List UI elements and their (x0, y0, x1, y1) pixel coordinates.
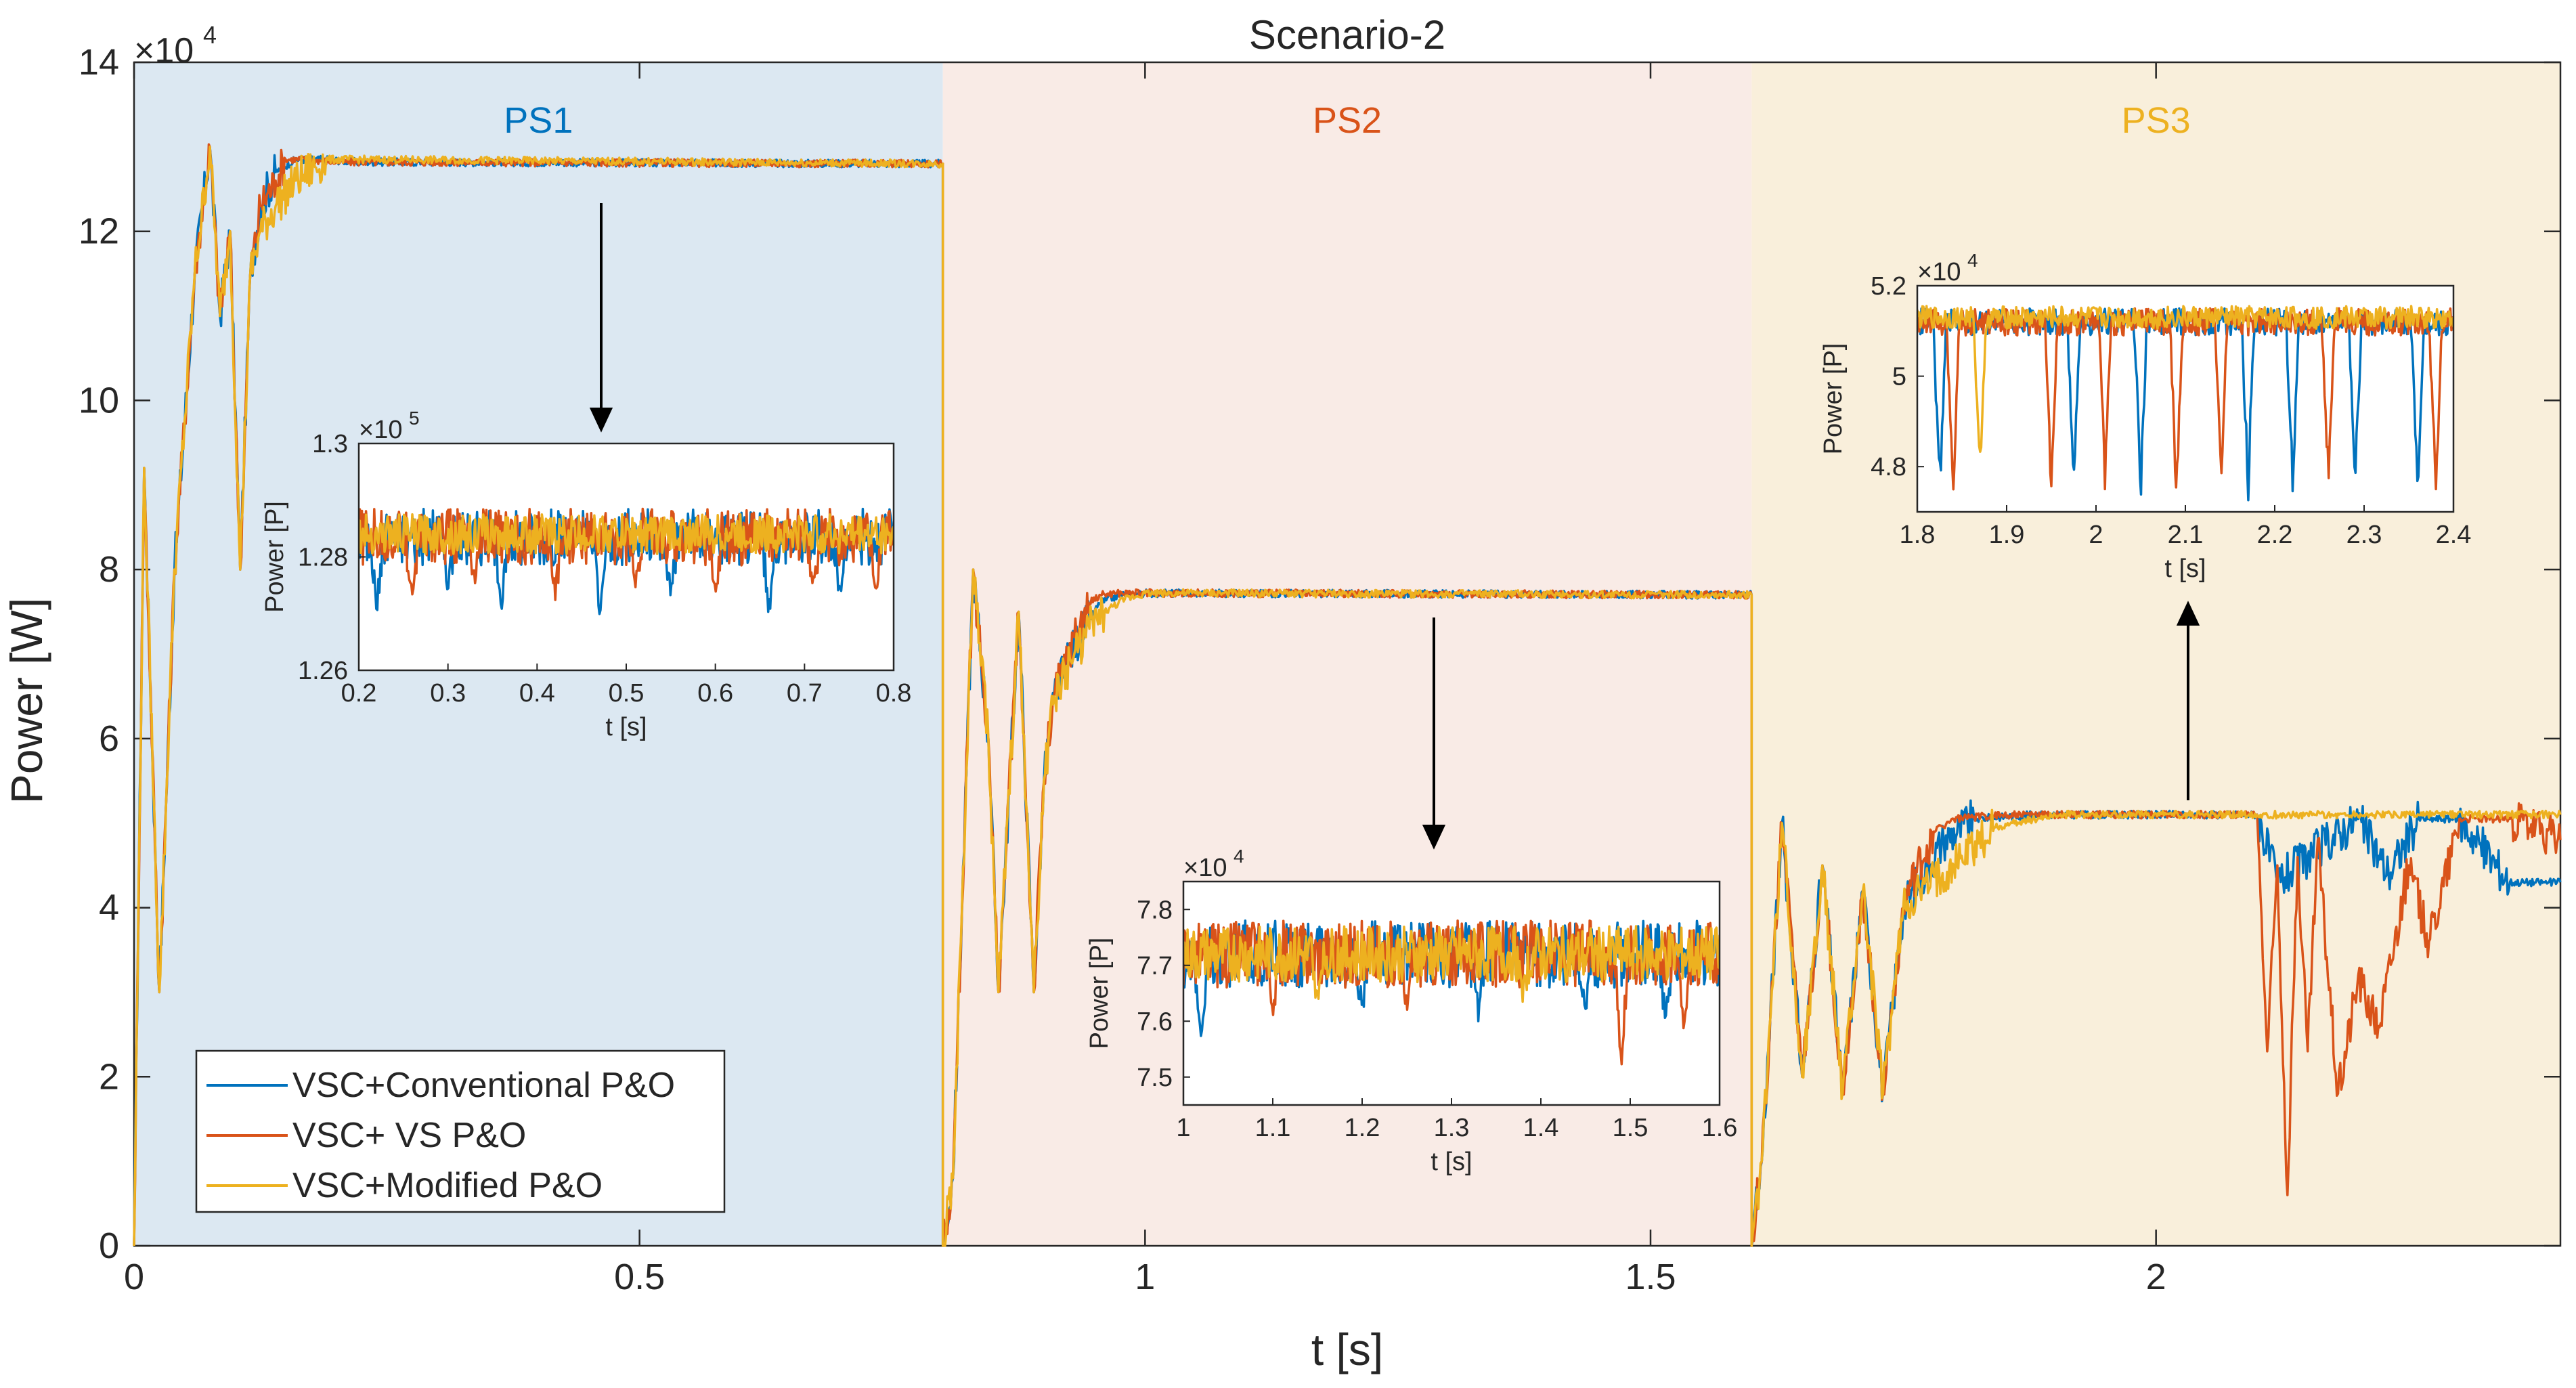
inset-series-line-modified (1917, 305, 2453, 453)
inset-ps3: 1.8 1.9 2 2.1 2.2 2.3 2.4 4.8 5 5.2 t [s] Power [P]… (1819, 250, 2471, 583)
inset-x-tick-label: 0.8 (876, 679, 912, 708)
main-x-axis-label: t [s] (1311, 1324, 1383, 1374)
legend-label-modified: VSC+Modified P&O (292, 1166, 603, 1205)
annotation-arrows (589, 203, 2200, 850)
legend: VSC+Conventional P&O VSC+ VS P&O VSC+Mod… (195, 1049, 726, 1213)
inset-x-tick-label: 1.8 (1900, 521, 1936, 549)
inset-y-axis-label: Power [P] (1085, 938, 1114, 1049)
inset-y-tick-label: 5 (1892, 363, 1906, 391)
inset-x-tick-label: 0.5 (609, 679, 645, 708)
inset-x-tick-label: 0.3 (430, 679, 466, 708)
inset-y-exponent-base: ×10 (1183, 854, 1227, 882)
main-region-labels: PS1 PS2 PS3 (504, 100, 2190, 141)
inset-x-tick-label: 2.2 (2257, 521, 2293, 549)
main-x-tick-label: 0.5 (614, 1257, 665, 1297)
inset-y-tick-label: 1.26 (298, 657, 348, 685)
main-y-exponent: ×10 4 (134, 21, 217, 70)
inset-x-tick-label: 0.7 (787, 679, 823, 708)
inset-series-lines (1917, 305, 2453, 502)
inset-y-axis-label: Power [P] (261, 501, 289, 613)
region-label-ps3: PS3 (2122, 100, 2191, 141)
main-region-backgrounds (134, 62, 2560, 1246)
main-y-exponent-base: ×10 (134, 31, 194, 70)
main-series-lines (133, 143, 2562, 1247)
main-x-tick-label: 1.5 (1625, 1257, 1676, 1297)
main-y-tick-label: 2 (99, 1056, 119, 1097)
main-y-axis-label: Power [W] (1, 598, 51, 804)
chart-title: Scenario-2 (1249, 12, 1445, 58)
main-y-tick-label: 6 (99, 718, 119, 759)
legend-label-vs: VSC+ VS P&O (292, 1116, 526, 1155)
inset-plot-area (1183, 882, 1720, 1105)
main-y-tick-label: 8 (99, 549, 119, 590)
inset-series-line-modified (1183, 925, 1720, 1003)
main-y-tick-label: 14 (79, 42, 119, 83)
inset-y-tick-label: 1.3 (312, 430, 348, 458)
main-y-exponent-power: 4 (203, 21, 217, 49)
main-x-tick-label: 1 (1135, 1257, 1155, 1297)
inset-y-exponent-power: 5 (409, 408, 420, 429)
inset-ps1: 0.2 0.3 0.4 0.5 0.6 0.7 0.8 1.26 1.28 1.3 t [s] Pow… (261, 408, 911, 741)
arrow-ps2-head (1422, 825, 1446, 850)
inset-x-tick-label: 2.3 (2346, 521, 2382, 549)
inset-x-tick-label: 1.6 (1702, 1114, 1738, 1142)
inset-x-tick-label: 1.3 (1434, 1114, 1470, 1142)
inset-series-lines (359, 507, 894, 615)
inset-y-tick-label: 4.8 (1871, 453, 1906, 481)
main-x-tick-label: 2 (2146, 1257, 2166, 1297)
region-label-ps2: PS2 (1313, 100, 1382, 141)
inset-series-lines (1183, 919, 1720, 1066)
inset-x-tick-label: 1.9 (1989, 521, 2025, 549)
inset-x-axis-label: t [s] (605, 713, 647, 741)
inset-y-tick-label: 7.7 (1137, 952, 1173, 980)
main-y-tick-label: 10 (79, 380, 119, 420)
inset-x-tick-label: 1.2 (1345, 1114, 1380, 1142)
inset-y-axis-label: Power [P] (1819, 343, 1848, 455)
inset-y-exponent-base: ×10 (1917, 258, 1961, 286)
inset-x-tick-label: 2 (2089, 521, 2103, 549)
inset-x-tick-label: 1.5 (1613, 1114, 1649, 1142)
inset-x-tick-label: 1.1 (1255, 1114, 1291, 1142)
inset-y-exponent-power: 4 (1967, 250, 1978, 271)
inset-ps2: 1 1.1 1.2 1.3 1.4 1.5 1.6 7.5 7.6 7.7 7.8 t [s] Powe… (1085, 846, 1737, 1176)
main-y-tick-label: 12 (79, 211, 119, 252)
inset-x-tick-label: 1.4 (1523, 1114, 1559, 1142)
inset-y-exponent-power: 4 (1234, 846, 1244, 867)
inset-series-line-vs (1917, 307, 2453, 491)
inset-x-tick-label: 0.2 (341, 679, 377, 708)
inset-x-tick-label: 0.6 (697, 679, 733, 708)
inset-series-line-modified (359, 513, 894, 555)
inset-x-axis-label: t [s] (2164, 555, 2206, 583)
main-x-tick-label: 0 (124, 1257, 144, 1297)
inset-x-tick-label: 0.4 (519, 679, 555, 708)
main-series-line-modified (133, 146, 2562, 1247)
inset-y-tick-label: 7.8 (1137, 896, 1173, 924)
inset-y-tick-label: 7.5 (1137, 1064, 1173, 1092)
arrow-ps1-head (589, 408, 613, 433)
main-y-tick-label: 0 (99, 1226, 119, 1266)
inset-y-tick-label: 1.28 (298, 544, 348, 572)
legend-label-conventional: VSC+Conventional P&O (292, 1066, 675, 1105)
inset-y-tick-label: 7.6 (1137, 1007, 1173, 1036)
inset-y-exponent-base: ×10 (359, 416, 402, 444)
arrow-ps3-head (2176, 601, 2200, 626)
main-axes-box (133, 61, 2562, 1247)
inset-y-tick-label: 5.2 (1871, 272, 1906, 301)
inset-x-tick-label: 2.1 (2168, 521, 2204, 549)
region-ps3 (1751, 62, 2560, 1246)
main-y-tick-label: 4 (99, 888, 119, 928)
region-label-ps1: PS1 (504, 100, 573, 141)
inset-x-axis-label: t [s] (1431, 1148, 1472, 1176)
inset-x-tick-label: 1 (1176, 1114, 1190, 1142)
inset-x-tick-label: 2.4 (2436, 521, 2472, 549)
